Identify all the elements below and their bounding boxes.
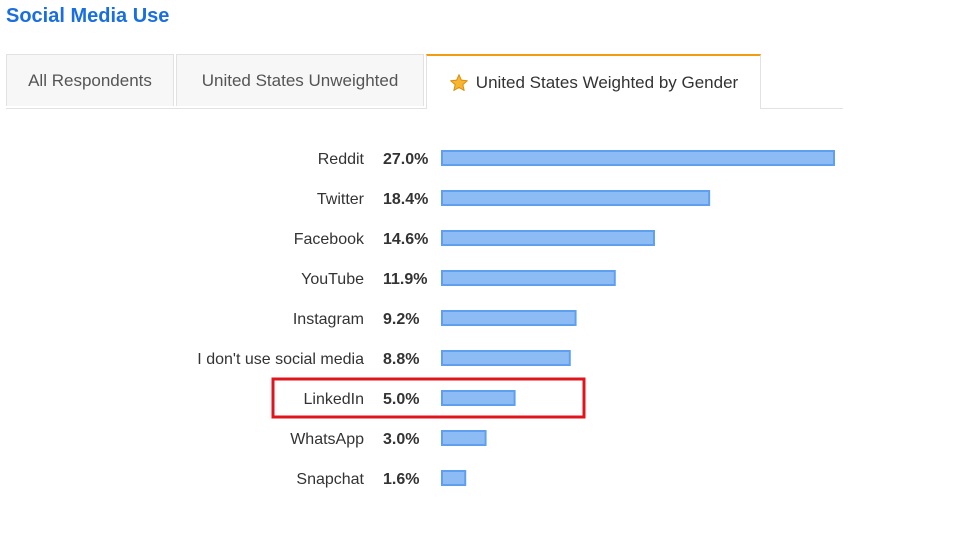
value-label-twitter: 18.4% [383,191,428,208]
star-icon [449,73,469,93]
bar-i-don-t-use-social-media [441,350,571,366]
bar-youtube [441,270,616,286]
page-title: Social Media Use [6,5,170,27]
value-label-snapchat: 1.6% [383,471,419,488]
tab-label: United States Unweighted [201,70,399,90]
value-label-facebook: 14.6% [383,231,428,248]
value-label-reddit: 27.0% [383,151,428,168]
bar-facebook [441,230,655,246]
category-label-facebook: Facebook [294,231,365,248]
tab-all-respondents[interactable]: All Respondents [6,54,174,106]
category-label-i-don-t-use-social-media: I don't use social media [197,351,364,368]
value-label-youtube: 11.9% [383,271,427,288]
bar-linkedin [441,390,516,406]
highlight-box [271,377,586,419]
value-label-instagram: 9.2% [383,311,419,328]
tab-label: United States Weighted by Gender [475,72,739,92]
bar-twitter [441,190,711,206]
value-label-linkedin: 5.0% [383,391,419,408]
category-label-linkedin: LinkedIn [304,391,365,408]
tab-bar: All Respondents United States Unweighted… [6,54,843,109]
category-label-whatsapp: WhatsApp [290,431,364,448]
bar-instagram [441,310,577,326]
category-label-snapchat: Snapchat [296,471,364,488]
tab-us-unweighted[interactable]: United States Unweighted [176,54,424,106]
category-label-youtube: YouTube [301,271,364,288]
bar-reddit [441,150,835,166]
bar-whatsapp [441,430,487,446]
tab-us-weighted-by-gender[interactable]: United States Weighted by Gender [426,54,761,109]
value-label-i-don-t-use-social-media: 8.8% [383,351,419,368]
category-label-reddit: Reddit [318,151,365,168]
tab-label: All Respondents [28,70,152,90]
bar-snapchat [441,470,467,486]
value-label-whatsapp: 3.0% [383,431,419,448]
category-label-twitter: Twitter [317,191,365,208]
category-label-instagram: Instagram [293,311,364,328]
